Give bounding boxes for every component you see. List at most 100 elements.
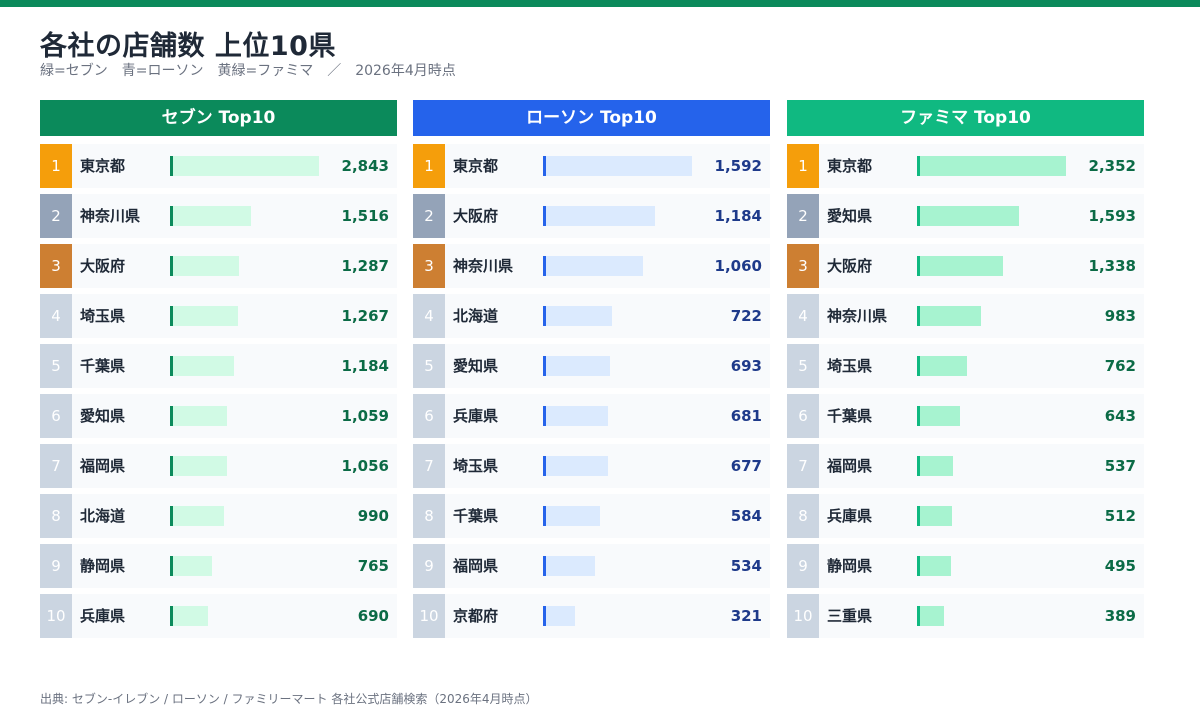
seven-ranking-panel: セブン Top10 1 東京都 2,843 2 神奈川県 1,516 3 大阪府 1,287 4 埼… xyxy=(40,100,397,644)
bar-track xyxy=(543,506,703,526)
value-label: 643 xyxy=(1104,407,1136,425)
bar xyxy=(173,606,208,626)
prefecture-label: 静岡県 xyxy=(827,557,873,575)
table-row: 9 静岡県 765 xyxy=(40,544,397,588)
bar xyxy=(173,406,227,426)
value-label: 1,060 xyxy=(714,257,762,275)
bar xyxy=(920,156,1066,176)
bar-track xyxy=(917,156,1077,176)
prefecture-label: 北海道 xyxy=(80,507,126,525)
bar-marker xyxy=(917,156,920,176)
value-label: 537 xyxy=(1104,457,1136,475)
rank-badge: 10 xyxy=(413,594,445,638)
prefecture-label: 東京都 xyxy=(80,157,126,175)
bar-track xyxy=(917,456,1077,476)
rank-badge: 4 xyxy=(40,294,72,338)
value-label: 1,059 xyxy=(341,407,389,425)
seven-rows: 1 東京都 2,843 2 神奈川県 1,516 3 大阪府 1,287 4 埼玉県 1,267 5 千葉… xyxy=(40,144,397,638)
value-label: 722 xyxy=(730,307,762,325)
rank-badge: 7 xyxy=(413,444,445,488)
table-row: 7 福岡県 537 xyxy=(787,444,1144,488)
value-label: 1,593 xyxy=(1088,207,1136,225)
rank-badge: 8 xyxy=(413,494,445,538)
bar-track xyxy=(917,206,1077,226)
lawson-rows: 1 東京都 1,592 2 大阪府 1,184 3 神奈川県 1,060 4 北海道 722 5 愛知県 6… xyxy=(413,144,770,638)
lawson-ranking-panel: ローソン Top10 1 東京都 1,592 2 大阪府 1,184 3 神奈川県 1,060 4… xyxy=(413,100,770,644)
value-label: 765 xyxy=(357,557,389,575)
table-row: 6 兵庫県 681 xyxy=(413,394,770,438)
rank-badge: 10 xyxy=(40,594,72,638)
value-label: 677 xyxy=(730,457,762,475)
table-row: 5 千葉県 1,184 xyxy=(40,344,397,388)
bar-marker xyxy=(170,406,173,426)
bar-track xyxy=(543,156,703,176)
page-subtitle: 緑=セブン 青=ローソン 黄緑=ファミマ ／ 2026年4月時点 xyxy=(40,63,456,79)
prefecture-label: 愛知県 xyxy=(453,357,499,375)
bar xyxy=(920,356,967,376)
rank-badge: 2 xyxy=(40,194,72,238)
value-label: 584 xyxy=(730,507,762,525)
bar xyxy=(546,306,612,326)
bar xyxy=(920,256,1003,276)
bar-track xyxy=(170,506,330,526)
bar-marker xyxy=(170,256,173,276)
rank-badge: 7 xyxy=(787,444,819,488)
bar xyxy=(920,456,953,476)
bar-marker xyxy=(170,606,173,626)
bar-marker xyxy=(543,406,546,426)
bar xyxy=(546,606,575,626)
bar-track xyxy=(543,206,703,226)
value-label: 983 xyxy=(1104,307,1136,325)
table-row: 3 大阪府 1,338 xyxy=(787,244,1144,288)
bar-track xyxy=(170,156,330,176)
bar-marker xyxy=(543,256,546,276)
prefecture-label: 福岡県 xyxy=(827,457,873,475)
rank-badge: 3 xyxy=(413,244,445,288)
table-row: 2 愛知県 1,593 xyxy=(787,194,1144,238)
bar-track xyxy=(543,556,703,576)
bar-track xyxy=(917,556,1077,576)
bar-track xyxy=(917,256,1077,276)
table-row: 10 兵庫県 690 xyxy=(40,594,397,638)
bar-track xyxy=(543,456,703,476)
bar-marker xyxy=(917,406,920,426)
bar-marker xyxy=(170,456,173,476)
famima-ranking-panel: ファミマ Top10 1 東京都 2,352 2 愛知県 1,593 3 大阪府 1,338 4 神… xyxy=(787,100,1144,644)
table-row: 9 福岡県 534 xyxy=(413,544,770,588)
prefecture-label: 大阪府 xyxy=(827,257,873,275)
bar xyxy=(920,406,960,426)
bar xyxy=(546,156,692,176)
bar-track xyxy=(170,406,330,426)
rank-badge: 7 xyxy=(40,444,72,488)
bar-track xyxy=(170,206,330,226)
bar-track xyxy=(917,306,1077,326)
bar xyxy=(920,306,981,326)
bar xyxy=(173,506,224,526)
famima-rows: 1 東京都 2,352 2 愛知県 1,593 3 大阪府 1,338 4 神奈川県 983 5 埼玉県 7… xyxy=(787,144,1144,638)
rank-badge: 5 xyxy=(40,344,72,388)
table-row: 6 愛知県 1,059 xyxy=(40,394,397,438)
rank-badge: 4 xyxy=(413,294,445,338)
table-row: 10 京都府 321 xyxy=(413,594,770,638)
prefecture-label: 福岡県 xyxy=(453,557,499,575)
table-row: 2 大阪府 1,184 xyxy=(413,194,770,238)
value-label: 534 xyxy=(730,557,762,575)
bar-marker xyxy=(170,506,173,526)
bar-track xyxy=(170,306,330,326)
bar-marker xyxy=(917,606,920,626)
value-label: 1,056 xyxy=(341,457,389,475)
value-label: 512 xyxy=(1104,507,1136,525)
bar-track xyxy=(917,356,1077,376)
rank-badge: 5 xyxy=(787,344,819,388)
prefecture-label: 神奈川県 xyxy=(827,307,888,325)
table-row: 8 千葉県 584 xyxy=(413,494,770,538)
prefecture-label: 東京都 xyxy=(453,157,499,175)
bar-marker xyxy=(170,306,173,326)
bar-marker xyxy=(543,206,546,226)
prefecture-label: 福岡県 xyxy=(80,457,126,475)
rank-badge: 8 xyxy=(787,494,819,538)
value-label: 990 xyxy=(357,507,389,525)
rank-badge: 2 xyxy=(787,194,819,238)
bar xyxy=(173,306,238,326)
bar-marker xyxy=(170,206,173,226)
